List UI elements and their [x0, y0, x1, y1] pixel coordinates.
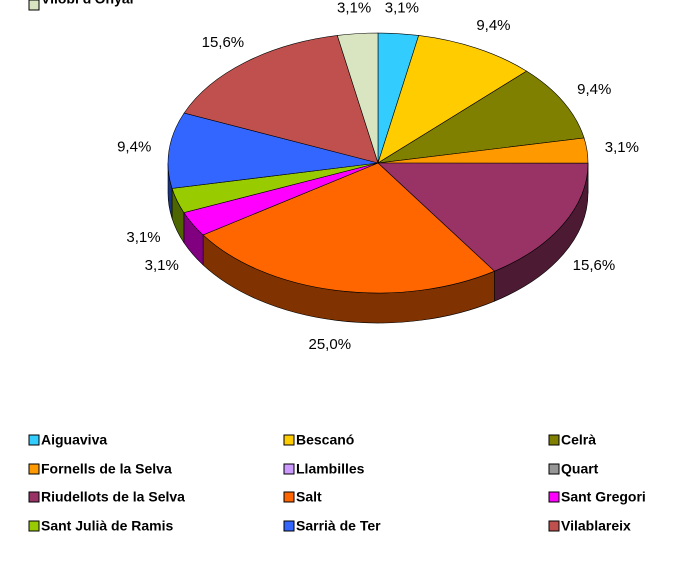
data-label: 9,4%	[577, 81, 611, 98]
data-label: 9,4%	[476, 17, 510, 34]
legend-swatch	[28, 463, 40, 475]
data-label: 3,1%	[605, 139, 639, 156]
slice	[183, 35, 379, 164]
data-label: 15,6%	[573, 257, 616, 274]
data-label: 9,4%	[117, 139, 151, 156]
slice	[377, 35, 528, 164]
data-label: 3,1%	[145, 257, 179, 274]
legend-label: Sant Gregori	[561, 489, 646, 505]
legend-swatch	[28, 0, 40, 11]
legend-label: Fornells de la Selva	[41, 461, 172, 477]
slice	[336, 32, 379, 164]
data-label: 3,1%	[385, 0, 419, 17]
legend-swatch	[283, 434, 295, 446]
legend-swatch	[28, 434, 40, 446]
legend-label: Quart	[561, 461, 599, 477]
legend-label: Vilablareix	[561, 518, 631, 534]
legend-swatch	[283, 491, 295, 503]
legend-label: Sant Julià de Ramis	[41, 518, 173, 534]
legend-label: Celrà	[561, 432, 596, 448]
legend-swatch	[548, 520, 560, 532]
data-label: 15,6%	[202, 34, 245, 51]
legend-label: Vilobí d'Onyar	[41, 0, 136, 7]
legend-swatch	[548, 491, 560, 503]
legend-swatch	[283, 520, 295, 532]
legend-label: Llambilles	[296, 461, 365, 477]
data-label: 3,1%	[126, 229, 160, 246]
legend-label: Riudellots de la Selva	[41, 489, 185, 505]
legend-swatch	[28, 520, 40, 532]
data-label: 25,0%	[309, 336, 352, 353]
legend-swatch	[283, 463, 295, 475]
legend-label: Aiguaviva	[41, 432, 107, 448]
slice	[167, 112, 379, 189]
slice	[377, 162, 589, 272]
slice	[377, 70, 585, 164]
data-label: 3,1%	[337, 0, 371, 17]
legend-swatch	[28, 491, 40, 503]
legend-label: Bescanó	[296, 432, 354, 448]
legend-label: Sarrià de Ter	[296, 518, 381, 534]
legend-label: Salt	[296, 489, 322, 505]
slice	[202, 162, 496, 294]
legend-swatch	[548, 463, 560, 475]
legend-swatch	[548, 434, 560, 446]
